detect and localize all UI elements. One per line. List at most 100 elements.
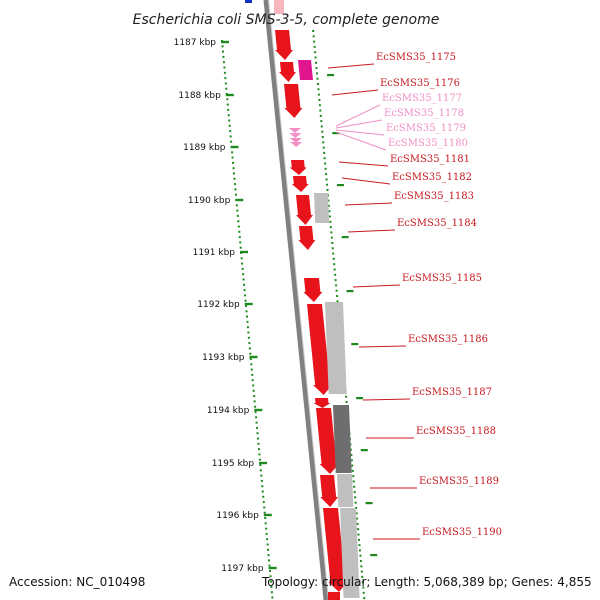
ruler-dot bbox=[226, 103, 229, 106]
ruler-dot bbox=[266, 543, 269, 546]
inner-ruler-dot bbox=[336, 300, 339, 303]
ruler-dot bbox=[224, 82, 227, 85]
ruler-dot bbox=[252, 384, 255, 387]
ruler-dot bbox=[237, 225, 240, 228]
inner-ruler-dot bbox=[314, 56, 317, 59]
inner-ruler-dot bbox=[313, 40, 316, 43]
gray-block-3 bbox=[333, 405, 352, 473]
inner-ruler-tick bbox=[351, 343, 359, 346]
ruler-dot bbox=[264, 517, 267, 519]
inner-ruler-dot bbox=[316, 83, 319, 85]
inner-ruler-dot bbox=[318, 98, 321, 101]
ruler-dot bbox=[223, 66, 226, 69]
gray-block-1 bbox=[314, 193, 330, 223]
inner-ruler-dot bbox=[354, 496, 357, 499]
map-title: Escherichia coli SMS-3-5, complete genom… bbox=[133, 12, 440, 28]
leader-line bbox=[358, 345, 407, 348]
ruler-major-tick bbox=[230, 145, 239, 149]
ruler-dot bbox=[241, 267, 244, 270]
ruler-dot bbox=[271, 596, 274, 599]
gene-1188-arrow bbox=[316, 408, 339, 474]
inner-ruler-dot bbox=[325, 173, 328, 176]
gene-label: EcSMS35_1183 bbox=[394, 191, 474, 202]
ruler-label: 1192 kbp bbox=[197, 300, 240, 310]
ruler-dot bbox=[222, 55, 225, 58]
inner-ruler-dot bbox=[358, 544, 361, 547]
gene-label: EcSMS35_1187 bbox=[412, 387, 492, 398]
leader-line bbox=[344, 202, 393, 206]
inner-ruler-dot bbox=[322, 141, 325, 144]
gene-label: EcSMS35_1190 bbox=[422, 527, 502, 538]
ruler-dot bbox=[254, 411, 257, 413]
ruler-dot bbox=[256, 432, 259, 435]
inner-ruler-dot bbox=[359, 554, 362, 557]
ruler-dot bbox=[247, 331, 250, 334]
inner-ruler-dot bbox=[356, 517, 359, 520]
gene-label: EcSMS35_1185 bbox=[402, 273, 482, 284]
inner-ruler-dot bbox=[333, 268, 336, 271]
inner-ruler-dot bbox=[312, 35, 315, 38]
ruler-dot bbox=[243, 283, 246, 286]
inner-ruler-tick bbox=[327, 74, 335, 77]
inner-ruler-dot bbox=[349, 448, 352, 451]
inner-ruler-dot bbox=[354, 501, 357, 504]
ruler-label: 1197 kbp bbox=[221, 564, 264, 574]
ruler-major-tick bbox=[225, 93, 234, 97]
ruler-dot bbox=[250, 363, 253, 366]
ruler-dot bbox=[248, 342, 251, 345]
inner-ruler-dot bbox=[318, 104, 321, 107]
inner-ruler-dot bbox=[329, 226, 332, 229]
inner-ruler-dot bbox=[361, 581, 364, 584]
ruler-dot bbox=[231, 151, 234, 154]
label-leaders bbox=[327, 63, 420, 540]
ruler-dot bbox=[245, 305, 248, 307]
gene-1190-arrow bbox=[323, 508, 348, 592]
ruler-dot bbox=[236, 209, 239, 212]
gene-label: EcSMS35_1184 bbox=[397, 218, 477, 229]
inner-ruler-dot bbox=[360, 565, 363, 568]
ruler-dot bbox=[261, 490, 264, 493]
inner-ruler-dot bbox=[315, 61, 318, 64]
inner-ruler-dot bbox=[325, 178, 328, 181]
inner-ruler-dot bbox=[334, 273, 337, 276]
top-feature-fragment bbox=[245, 0, 252, 3]
ruler-dot bbox=[244, 294, 247, 297]
ruler-major-tick bbox=[254, 408, 263, 412]
ruler-dot bbox=[266, 538, 269, 541]
ruler-dot bbox=[255, 421, 258, 424]
ruler-major-tick bbox=[268, 566, 277, 570]
inner-ruler-dot bbox=[322, 146, 325, 149]
gene-1182-arrow bbox=[291, 176, 309, 192]
leader-line bbox=[327, 63, 375, 69]
gene-label: EcSMS35_1186 bbox=[408, 334, 488, 345]
ruler-dot bbox=[268, 570, 271, 572]
ruler-dot bbox=[223, 71, 226, 74]
leader-line bbox=[335, 119, 383, 129]
ruler-dot bbox=[233, 183, 236, 186]
ruler-dot bbox=[268, 564, 271, 567]
inner-ruler-dot bbox=[359, 560, 362, 562]
ruler-dot bbox=[246, 326, 249, 329]
ruler-dot bbox=[229, 135, 232, 138]
genome-summary: Topology: circular; Length: 5,068,389 bp… bbox=[262, 575, 592, 589]
ruler-dot bbox=[233, 172, 236, 175]
inner-ruler-dot bbox=[363, 597, 366, 600]
backbone bbox=[245, 0, 329, 600]
gene-label: EcSMS35_1178 bbox=[384, 108, 464, 119]
ruler-dot bbox=[239, 241, 242, 244]
gene-1186-arrow bbox=[307, 304, 333, 395]
accession-label: Accession: NC_010498 bbox=[9, 575, 146, 589]
ruler-dot bbox=[249, 358, 252, 360]
inner-ruler-dot bbox=[355, 507, 358, 509]
ruler-major-tick bbox=[263, 513, 272, 517]
ruler-dot bbox=[253, 395, 256, 398]
inner-ruler-dot bbox=[360, 570, 363, 573]
inner-ruler-dot bbox=[330, 231, 333, 234]
inner-ruler-dot bbox=[345, 395, 348, 398]
ruler-dot bbox=[263, 506, 266, 509]
inner-ruler-dot bbox=[356, 522, 359, 525]
leader-line bbox=[335, 131, 387, 151]
ruler-dot bbox=[241, 262, 244, 265]
ruler-label: 1187 kbp bbox=[174, 38, 217, 48]
inner-ruler-dot bbox=[321, 136, 324, 138]
